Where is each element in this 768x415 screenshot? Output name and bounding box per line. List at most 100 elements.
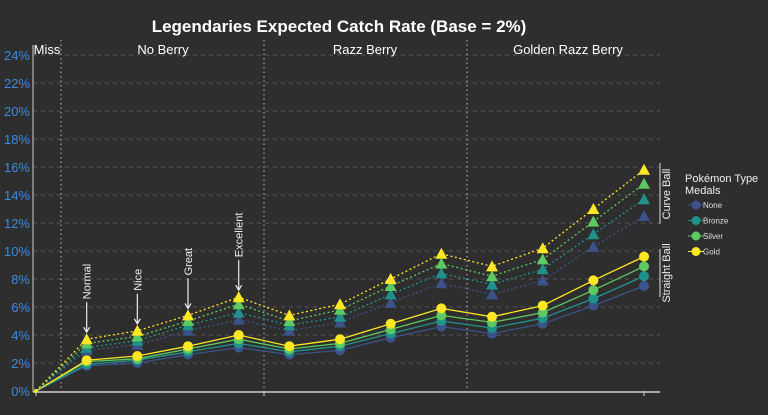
y-tick-label: 2% xyxy=(11,356,30,371)
series-line xyxy=(35,169,645,392)
data-point-triangle xyxy=(435,257,448,269)
legend-key xyxy=(691,231,701,241)
data-point-triangle xyxy=(131,324,144,336)
data-point-triangle xyxy=(232,291,245,303)
arrow-head-icon xyxy=(83,326,91,334)
data-point-triangle xyxy=(486,288,499,300)
data-point-triangle xyxy=(435,267,448,279)
series-line xyxy=(35,198,645,392)
data-point-triangle xyxy=(587,240,600,252)
data-point-triangle xyxy=(384,280,397,291)
data-point-circle xyxy=(487,311,498,322)
legend-title: Pokémon Type xyxy=(685,173,758,185)
throw-annotation: Nice xyxy=(132,269,144,291)
y-tick-label: 10% xyxy=(4,244,30,259)
data-point-circle xyxy=(588,300,599,311)
data-point-circle xyxy=(436,310,447,321)
data-point-circle xyxy=(537,300,548,311)
data-point-triangle xyxy=(232,306,245,318)
legend-label: Gold xyxy=(703,248,720,257)
straight-ball-label: Straight Ball xyxy=(661,243,673,302)
data-point-circle xyxy=(639,251,650,262)
data-point-circle xyxy=(335,334,346,345)
data-point-circle xyxy=(588,285,599,296)
data-point-circle xyxy=(588,275,599,286)
data-point-triangle xyxy=(587,203,600,214)
data-point-circle xyxy=(588,293,599,304)
data-point-circle xyxy=(639,271,650,282)
y-tick-label: 20% xyxy=(4,104,30,119)
data-point-triangle xyxy=(232,313,245,325)
throw-annotation: Excellent xyxy=(234,213,246,258)
data-point-triangle xyxy=(638,163,651,175)
data-point-triangle xyxy=(536,242,549,254)
data-point-triangle xyxy=(283,315,296,326)
y-tick-label: 22% xyxy=(4,76,30,91)
data-point-triangle xyxy=(182,315,195,326)
data-point-triangle xyxy=(638,177,651,189)
chart-title: Legendaries Expected Catch Rate (Base = … xyxy=(152,17,527,36)
section-label: Razz Berry xyxy=(333,42,398,57)
data-point-triangle xyxy=(486,278,499,290)
data-point-triangle xyxy=(486,270,499,282)
data-point-circle xyxy=(81,355,92,366)
data-point-triangle xyxy=(435,247,448,259)
data-point-circle xyxy=(183,341,194,352)
data-point-circle xyxy=(385,318,396,329)
data-point-triangle xyxy=(232,298,245,310)
throw-annotation: Normal xyxy=(82,264,94,299)
y-tick-label: 18% xyxy=(4,132,30,147)
data-point-circle xyxy=(639,281,650,291)
data-point-triangle xyxy=(587,215,600,227)
data-point-triangle xyxy=(334,316,347,328)
legend-title: Medals xyxy=(685,185,721,197)
data-point-triangle xyxy=(283,309,296,321)
y-tick-label: 6% xyxy=(11,300,30,315)
series-line xyxy=(35,275,645,392)
data-point-triangle xyxy=(638,210,651,221)
curve-ball-label: Curve Ball xyxy=(661,169,673,220)
legend-label: Silver xyxy=(703,232,723,241)
data-point-triangle xyxy=(384,273,397,284)
y-tick-label: 14% xyxy=(4,188,30,203)
data-point-triangle xyxy=(587,228,600,240)
data-point-triangle xyxy=(182,324,195,336)
data-point-circle xyxy=(233,330,244,340)
y-tick-label: 0% xyxy=(11,384,30,399)
data-point-triangle xyxy=(80,333,93,345)
legend-label: Bronze xyxy=(703,217,729,226)
data-point-circle xyxy=(132,351,143,361)
section-label: No Berry xyxy=(137,42,189,57)
data-point-triangle xyxy=(536,274,549,286)
arrow-head-icon xyxy=(235,284,243,292)
data-point-triangle xyxy=(131,330,144,342)
data-point-triangle xyxy=(486,260,499,272)
y-tick-label: 8% xyxy=(11,272,30,287)
arrow-head-icon xyxy=(133,318,141,325)
legend-key xyxy=(691,247,701,256)
data-point-triangle xyxy=(283,324,296,336)
section-label: Golden Razz Berry xyxy=(513,42,623,57)
data-point-triangle xyxy=(536,263,549,275)
data-point-circle xyxy=(639,261,650,272)
legend-key xyxy=(691,200,701,210)
data-point-triangle xyxy=(638,193,651,205)
y-tick-label: 24% xyxy=(4,48,30,63)
data-point-triangle xyxy=(384,296,397,308)
data-point-triangle xyxy=(334,310,347,322)
throw-annotation: Great xyxy=(183,248,195,276)
y-tick-label: 16% xyxy=(4,160,30,175)
data-point-circle xyxy=(537,307,548,318)
data-point-circle xyxy=(436,303,447,314)
y-tick-label: 4% xyxy=(11,328,30,343)
section-label: Miss xyxy=(34,42,61,57)
data-point-circle xyxy=(284,341,295,352)
data-point-triangle xyxy=(182,309,195,321)
data-point-triangle xyxy=(435,277,448,289)
data-point-triangle xyxy=(334,303,347,315)
legend-label: None xyxy=(703,201,723,210)
data-point-triangle xyxy=(536,253,549,265)
series-line xyxy=(35,265,645,392)
